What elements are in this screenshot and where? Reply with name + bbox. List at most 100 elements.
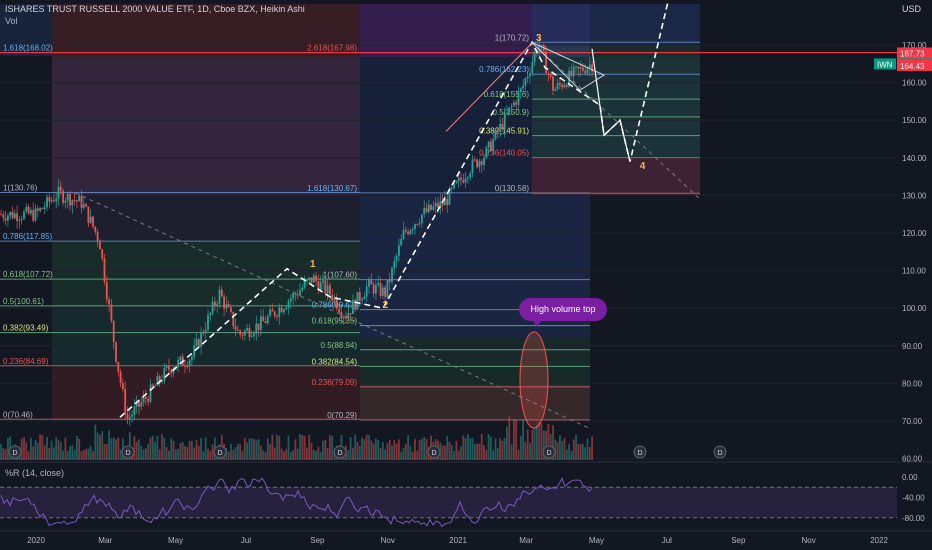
candle-body	[565, 85, 568, 87]
volume-bar	[4, 449, 7, 460]
fib-zone	[360, 4, 532, 57]
volume-bar	[66, 450, 69, 460]
candle-body	[437, 202, 439, 209]
candle-body	[78, 195, 81, 202]
candle-body	[94, 226, 97, 232]
volume-bar	[326, 448, 329, 460]
volume-bar	[411, 451, 414, 460]
volume-bar	[563, 438, 566, 460]
volume-bar	[547, 423, 550, 460]
volume-bar	[64, 437, 67, 460]
volume-bar	[354, 434, 357, 460]
volume-bar	[319, 451, 322, 460]
candle-body	[377, 282, 380, 286]
symbol-tag-box	[874, 58, 896, 70]
volume-bar	[499, 438, 501, 460]
candle-body	[588, 64, 591, 69]
volume-bar	[556, 441, 559, 460]
candle-body	[432, 206, 435, 210]
volume-bar	[363, 439, 366, 460]
volume-bar	[156, 435, 159, 460]
fib-level-label: 0.236(140.05)	[479, 149, 529, 158]
candle-body	[108, 299, 110, 305]
candle-body	[586, 68, 589, 74]
candle-body	[34, 208, 37, 221]
volume-bar	[487, 434, 490, 460]
trend-guide	[74, 192, 591, 429]
time-axis-label: May	[168, 536, 183, 545]
candles	[0, 37, 593, 427]
candle-body	[301, 287, 304, 291]
candle-body	[255, 323, 258, 334]
volume-bar	[391, 445, 393, 460]
candle-body	[96, 231, 99, 241]
volume-bar	[416, 450, 419, 460]
volume-bar	[501, 440, 504, 460]
volume-bar	[78, 438, 81, 460]
candle-body	[147, 398, 150, 402]
candle-body	[112, 320, 115, 343]
dividend-marker-label: D	[125, 450, 130, 457]
volume-bar	[577, 443, 580, 460]
candle-body	[27, 206, 30, 214]
volume-bar	[312, 449, 315, 460]
candle-body	[545, 51, 547, 74]
volume-bar	[448, 441, 451, 460]
candle-body	[547, 73, 550, 75]
volume-bar	[386, 443, 389, 460]
candle-body	[306, 280, 308, 282]
volume-bar	[117, 437, 120, 460]
volume-bar	[269, 444, 271, 460]
candle-body	[319, 282, 322, 291]
time-axis-label: 2022	[870, 536, 888, 545]
volume-bar	[237, 443, 239, 460]
volume-bar	[423, 437, 426, 460]
candle-body	[467, 177, 469, 179]
candle-body	[333, 297, 336, 301]
candle-body	[223, 296, 225, 309]
candle-body	[280, 307, 283, 313]
candle-body	[241, 334, 244, 336]
time-axis-label: Mar	[98, 536, 112, 545]
volume-bar	[241, 450, 244, 460]
candle-body	[529, 73, 531, 77]
candle-body	[494, 129, 497, 140]
volume-bar	[234, 447, 237, 460]
volume-bar	[25, 442, 28, 460]
candle-body	[411, 229, 414, 231]
price-axis-label: 150.00	[902, 116, 927, 125]
candle-body	[216, 303, 219, 306]
candle-body	[202, 331, 205, 334]
volume-bar	[483, 445, 485, 460]
candle-body	[503, 112, 506, 130]
time-axis-label: Jul	[241, 536, 251, 545]
fib-level-label: 0.618(95.35)	[312, 317, 358, 326]
volume-bar	[586, 438, 589, 460]
candle-body	[363, 296, 366, 300]
volume-bar	[55, 437, 58, 460]
volume-bar	[506, 426, 508, 460]
candle-body	[407, 231, 409, 234]
volume-bar	[361, 437, 363, 460]
candle-body	[462, 179, 465, 183]
candle-body	[225, 304, 228, 309]
candle-body	[168, 366, 170, 370]
candle-body	[492, 139, 495, 152]
candle-body	[53, 200, 55, 202]
candle-body	[542, 45, 545, 52]
volume-bar	[273, 447, 276, 460]
fib-level-label: 0.5(88.94)	[321, 341, 358, 350]
candle-body	[441, 201, 444, 206]
candle-body	[232, 311, 235, 327]
dividend-marker-label: D	[337, 450, 342, 457]
candle-body	[375, 285, 377, 294]
candle-body	[361, 299, 363, 301]
volume-bar	[492, 450, 495, 460]
candle-body	[172, 369, 175, 374]
volume-bar	[253, 439, 255, 460]
price-axis-label: 110.00	[902, 267, 926, 276]
wave-label: 3	[536, 33, 542, 44]
volume-bar	[515, 419, 518, 460]
high-volume-ellipse	[519, 331, 549, 429]
